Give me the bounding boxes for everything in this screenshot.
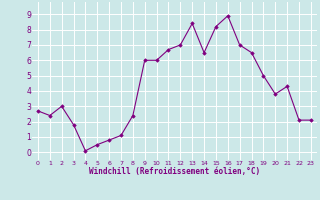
X-axis label: Windchill (Refroidissement éolien,°C): Windchill (Refroidissement éolien,°C) — [89, 167, 260, 176]
